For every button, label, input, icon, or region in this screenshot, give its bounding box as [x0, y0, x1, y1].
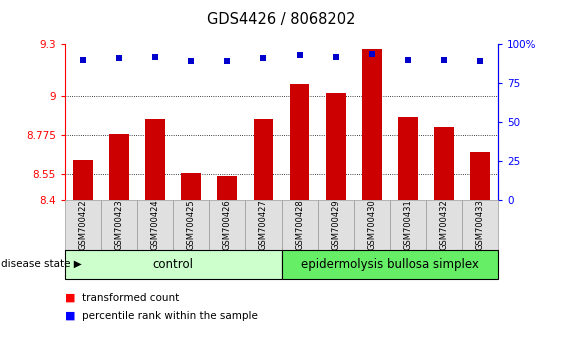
- Point: [114, 56, 123, 61]
- Point: [259, 56, 268, 61]
- Text: ■: ■: [65, 311, 75, 321]
- Bar: [181, 173, 201, 200]
- Text: control: control: [153, 258, 194, 270]
- Text: epidermolysis bullosa simplex: epidermolysis bullosa simplex: [301, 258, 479, 270]
- Text: GSM700423: GSM700423: [114, 199, 123, 250]
- Bar: [398, 117, 418, 200]
- Text: GSM700432: GSM700432: [440, 199, 449, 250]
- Bar: [470, 152, 490, 200]
- Bar: [326, 93, 346, 200]
- Text: GSM700433: GSM700433: [476, 199, 485, 250]
- Text: GDS4426 / 8068202: GDS4426 / 8068202: [207, 12, 356, 27]
- Text: disease state ▶: disease state ▶: [1, 259, 82, 269]
- Point: [150, 54, 159, 59]
- Text: transformed count: transformed count: [82, 293, 179, 303]
- Text: GSM700428: GSM700428: [295, 199, 304, 250]
- Text: percentile rank within the sample: percentile rank within the sample: [82, 311, 257, 321]
- Bar: [109, 134, 129, 200]
- Text: GSM700430: GSM700430: [367, 199, 376, 250]
- Text: GSM700429: GSM700429: [331, 199, 340, 250]
- Bar: [73, 160, 93, 200]
- Text: GSM700425: GSM700425: [187, 199, 196, 250]
- Bar: [145, 119, 165, 200]
- Point: [187, 58, 196, 64]
- Bar: [253, 119, 274, 200]
- Point: [404, 57, 413, 63]
- Bar: [362, 50, 382, 200]
- Point: [440, 57, 449, 63]
- Bar: [217, 176, 237, 200]
- Bar: [289, 84, 310, 200]
- Point: [476, 58, 485, 64]
- Point: [78, 57, 87, 63]
- Point: [367, 51, 376, 56]
- Bar: [434, 127, 454, 200]
- Point: [223, 58, 232, 64]
- Point: [331, 54, 340, 59]
- Text: GSM700424: GSM700424: [150, 199, 159, 250]
- Text: GSM700422: GSM700422: [78, 199, 87, 250]
- Text: GSM700427: GSM700427: [259, 199, 268, 250]
- Text: GSM700431: GSM700431: [404, 199, 413, 250]
- Text: GSM700426: GSM700426: [223, 199, 232, 250]
- Text: ■: ■: [65, 293, 75, 303]
- Point: [295, 52, 304, 58]
